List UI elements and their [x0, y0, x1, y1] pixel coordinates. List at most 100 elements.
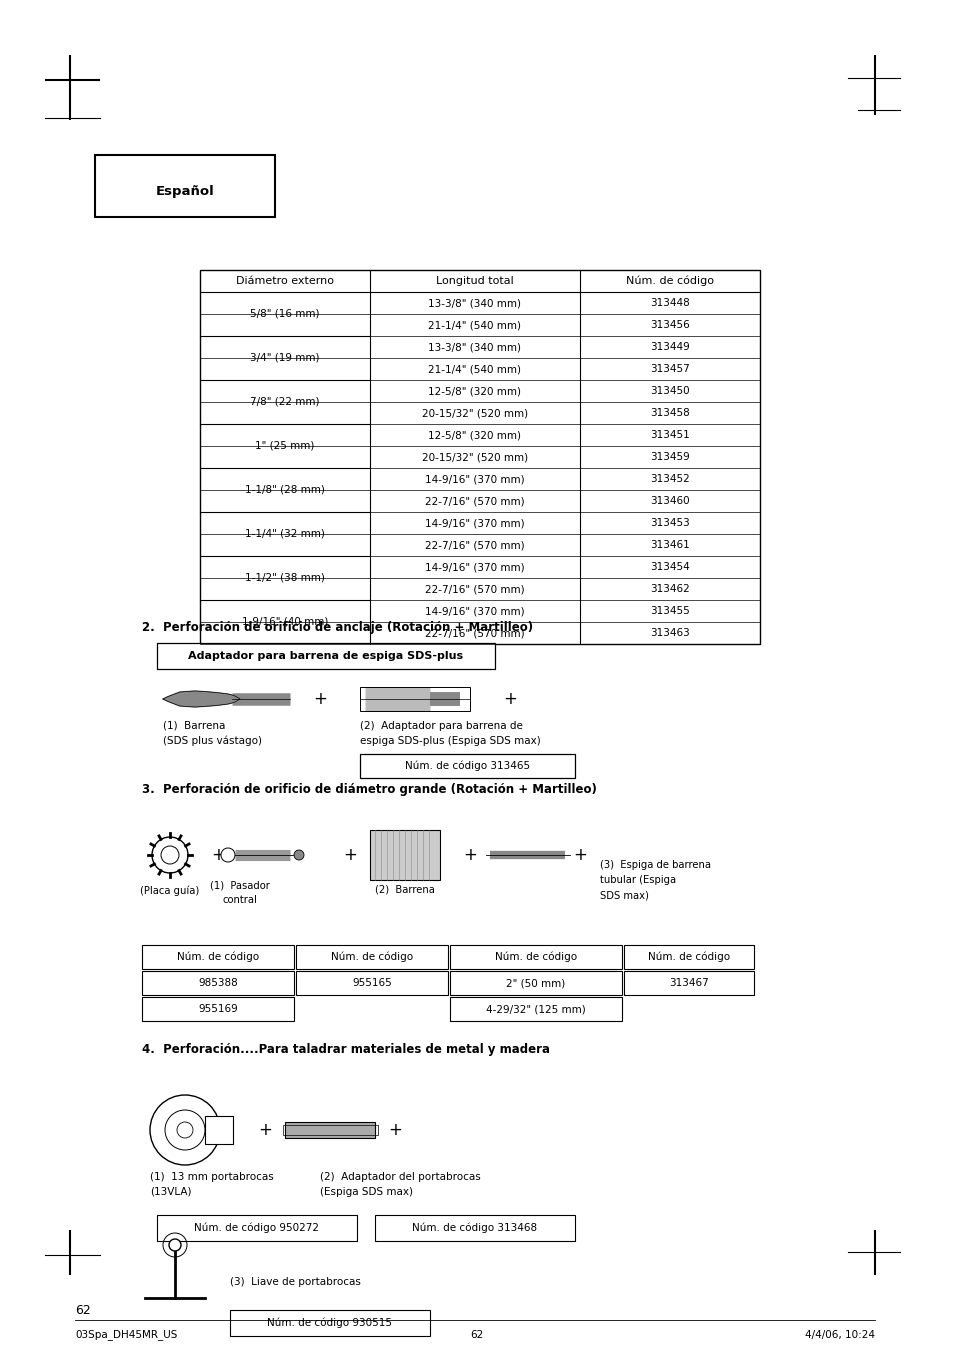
Bar	[283, 1125, 377, 1135]
Text: 20-15/32" (520 mm): 20-15/32" (520 mm)	[421, 408, 528, 417]
Bar	[285, 1121, 375, 1138]
Text: +: +	[211, 846, 225, 865]
Text: 3/4" (19 mm): 3/4" (19 mm)	[250, 353, 319, 363]
Text: 3.  Perforación de orificio de diámetro grande (Rotación + Martilleo): 3. Perforación de orificio de diámetro g…	[142, 784, 597, 797]
Text: 13-3/8" (340 mm): 13-3/8" (340 mm)	[428, 299, 521, 308]
Text: 4/4/06, 10:24: 4/4/06, 10:24	[804, 1329, 874, 1340]
Text: 313458: 313458	[649, 408, 689, 417]
Bar	[450, 971, 621, 994]
Text: +: +	[258, 1121, 272, 1139]
Text: 22-7/16" (570 mm): 22-7/16" (570 mm)	[425, 628, 524, 638]
Circle shape	[177, 1121, 193, 1138]
Text: +: +	[343, 846, 356, 865]
Text: 313462: 313462	[649, 584, 689, 594]
Bar	[623, 971, 753, 994]
Text: 21-1/4" (540 mm): 21-1/4" (540 mm)	[428, 320, 521, 330]
Text: (SDS plus vástago): (SDS plus vástago)	[163, 736, 262, 747]
Text: +: +	[388, 1121, 401, 1139]
Text: +: +	[573, 846, 586, 865]
Text: Núm. de código: Núm. de código	[495, 951, 577, 962]
Bar	[359, 688, 470, 711]
Text: 62: 62	[75, 1304, 91, 1316]
Text: 03Spa_DH45MR_US: 03Spa_DH45MR_US	[75, 1329, 177, 1340]
Text: Longitud total: Longitud total	[436, 276, 514, 286]
Text: Núm. de código 930515: Núm. de código 930515	[267, 1317, 392, 1328]
Text: (2)  Adaptador para barrena de: (2) Adaptador para barrena de	[359, 721, 522, 731]
Text: 4.  Perforación....Para taladrar materiales de metal y madera: 4. Perforación....Para taladrar material…	[142, 1043, 550, 1056]
Text: +: +	[462, 846, 476, 865]
Text: 14-9/16" (370 mm): 14-9/16" (370 mm)	[425, 607, 524, 616]
Text: (3)  Espiga de barrena: (3) Espiga de barrena	[599, 861, 710, 870]
Text: 21-1/4" (540 mm): 21-1/4" (540 mm)	[428, 363, 521, 374]
Text: contral: contral	[222, 894, 257, 905]
Text: (Espiga SDS max): (Espiga SDS max)	[319, 1188, 413, 1197]
Text: 313463: 313463	[649, 628, 689, 638]
Text: 313451: 313451	[649, 430, 689, 440]
Text: 14-9/16" (370 mm): 14-9/16" (370 mm)	[425, 562, 524, 571]
Bar	[375, 1215, 575, 1242]
Text: 313461: 313461	[649, 540, 689, 550]
Text: 313452: 313452	[649, 474, 689, 484]
Bar	[295, 971, 448, 994]
Text: (2)  Barrena: (2) Barrena	[375, 885, 435, 894]
Bar	[142, 971, 294, 994]
Text: 4-29/32" (125 mm): 4-29/32" (125 mm)	[486, 1004, 585, 1015]
Text: espiga SDS-plus (Espiga SDS max): espiga SDS-plus (Espiga SDS max)	[359, 736, 540, 746]
Text: 13-3/8" (340 mm): 13-3/8" (340 mm)	[428, 342, 521, 353]
Bar	[95, 155, 274, 218]
Bar	[157, 643, 495, 669]
Text: Español: Español	[155, 185, 214, 199]
Text: 313455: 313455	[649, 607, 689, 616]
Text: 313457: 313457	[649, 363, 689, 374]
Bar	[450, 944, 621, 969]
Text: (2)  Adaptador del portabrocas: (2) Adaptador del portabrocas	[319, 1173, 480, 1182]
Bar	[295, 944, 448, 969]
Bar	[450, 997, 621, 1021]
Text: 313448: 313448	[649, 299, 689, 308]
Bar	[200, 270, 760, 644]
Text: 2" (50 mm): 2" (50 mm)	[506, 978, 565, 988]
Text: 1" (25 mm): 1" (25 mm)	[255, 440, 314, 451]
Bar	[359, 754, 575, 778]
Bar	[157, 1215, 356, 1242]
Text: Núm. de código: Núm. de código	[625, 276, 713, 286]
Text: 955169: 955169	[198, 1004, 237, 1015]
Text: 313467: 313467	[668, 978, 708, 988]
Text: 313459: 313459	[649, 453, 689, 462]
Polygon shape	[163, 690, 240, 707]
Text: tubular (Espiga: tubular (Espiga	[599, 875, 676, 885]
Bar	[370, 830, 439, 880]
Text: (1)  Barrena: (1) Barrena	[163, 721, 225, 731]
Text: 313450: 313450	[650, 386, 689, 396]
Text: Núm. de código 950272: Núm. de código 950272	[194, 1223, 319, 1233]
Text: 14-9/16" (370 mm): 14-9/16" (370 mm)	[425, 474, 524, 484]
Text: 12-5/8" (320 mm): 12-5/8" (320 mm)	[428, 430, 521, 440]
Bar	[205, 1116, 233, 1144]
Text: 5/8" (16 mm): 5/8" (16 mm)	[250, 309, 319, 319]
Text: 313460: 313460	[650, 496, 689, 507]
Text: (Placa guía): (Placa guía)	[140, 885, 199, 896]
Circle shape	[294, 850, 304, 861]
Text: 20-15/32" (520 mm): 20-15/32" (520 mm)	[421, 453, 528, 462]
Text: Núm. de código 313465: Núm. de código 313465	[404, 761, 530, 771]
Text: 1-1/4" (32 mm): 1-1/4" (32 mm)	[245, 530, 325, 539]
Text: 2.  Perforación de orificio de anclaje (Rotación + Martilleo): 2. Perforación de orificio de anclaje (R…	[142, 620, 533, 634]
Text: SDS max): SDS max)	[599, 890, 648, 900]
Text: Adaptador para barrena de espiga SDS-plus: Adaptador para barrena de espiga SDS-plu…	[189, 651, 463, 661]
Text: +: +	[502, 690, 517, 708]
Text: 62: 62	[470, 1329, 483, 1340]
Text: 1-1/8" (28 mm): 1-1/8" (28 mm)	[245, 485, 325, 494]
Text: Núm. de código: Núm. de código	[176, 951, 259, 962]
Bar	[623, 944, 753, 969]
Text: 313449: 313449	[649, 342, 689, 353]
Text: 22-7/16" (570 mm): 22-7/16" (570 mm)	[425, 496, 524, 507]
Text: 22-7/16" (570 mm): 22-7/16" (570 mm)	[425, 584, 524, 594]
Text: 12-5/8" (320 mm): 12-5/8" (320 mm)	[428, 386, 521, 396]
Text: Núm. de código: Núm. de código	[331, 951, 413, 962]
Bar	[230, 1310, 430, 1336]
Text: 22-7/16" (570 mm): 22-7/16" (570 mm)	[425, 540, 524, 550]
Circle shape	[221, 848, 234, 862]
Text: (1)  Pasador: (1) Pasador	[210, 880, 270, 890]
Text: 313456: 313456	[649, 320, 689, 330]
Text: (1)  13 mm portabrocas: (1) 13 mm portabrocas	[150, 1173, 274, 1182]
